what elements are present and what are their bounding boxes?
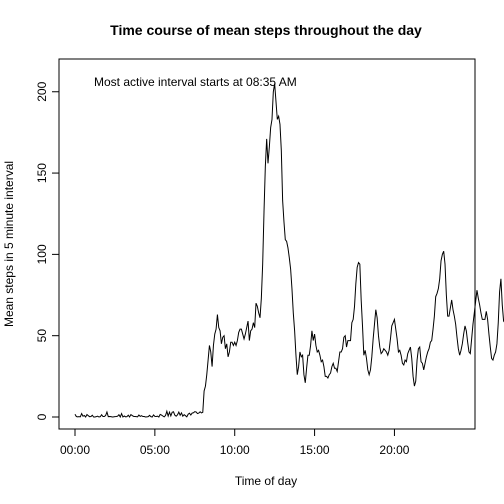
y-tick-label: 200	[35, 81, 49, 101]
x-tick-label: 05:00	[140, 443, 170, 457]
x-tick-label: 15:00	[300, 443, 330, 457]
chart-title: Time course of mean steps throughout the…	[110, 22, 422, 38]
y-tick-label: 150	[35, 163, 49, 183]
y-axis: 0 50 100 150 200	[35, 81, 60, 420]
y-tick-label: 100	[35, 244, 49, 264]
most-active-annotation: Most active interval starts at 08:35 AM	[94, 75, 297, 89]
series-line-mean-steps	[74, 83, 504, 419]
y-tick-label: 0	[35, 413, 49, 420]
y-tick-label: 50	[35, 329, 49, 343]
x-tick-label: 10:00	[220, 443, 250, 457]
x-axis-label: Time of day	[235, 474, 297, 488]
x-axis: 00:00 05:00 10:00 15:00 20:00	[60, 428, 410, 457]
x-tick-label: 00:00	[60, 443, 90, 457]
y-axis-label: Mean steps in 5 minute interval	[2, 161, 16, 327]
x-tick-label: 20:00	[379, 443, 409, 457]
